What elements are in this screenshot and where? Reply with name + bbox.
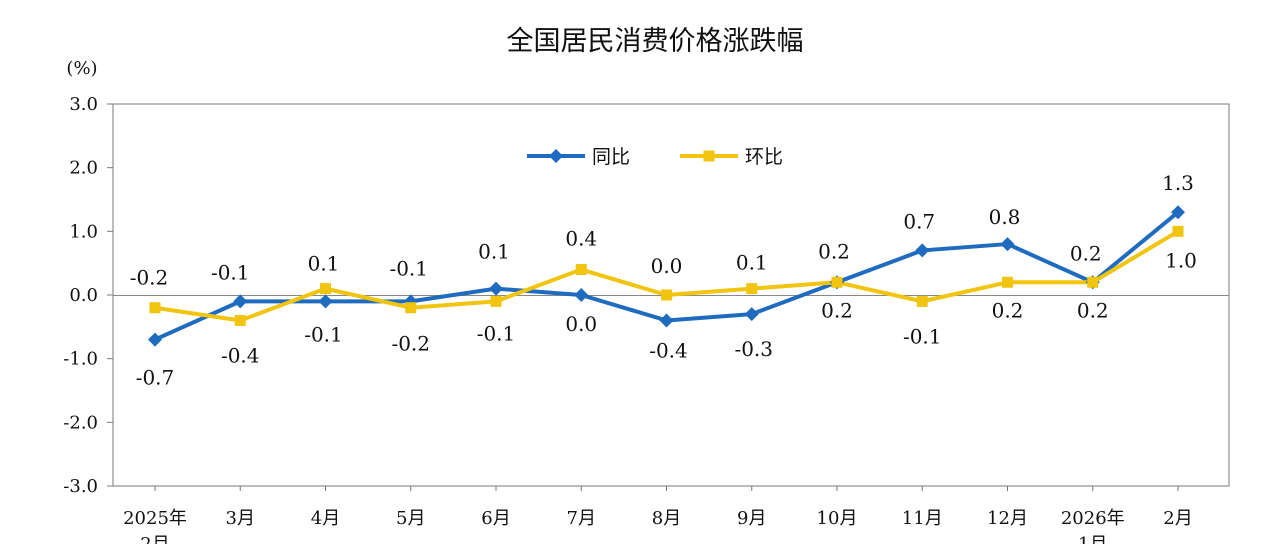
x-tick-label: 12月 xyxy=(987,508,1028,529)
x-tick-label: 2月 xyxy=(1163,508,1192,529)
point-marker xyxy=(490,295,502,307)
y-tick-label: -3.0 xyxy=(63,476,98,497)
point-marker xyxy=(659,313,674,328)
point-marker xyxy=(489,281,503,296)
data-labels: -0.7 -0.1 0.1 -0.1 0.1 0.0 -0.4 -0.3 0.2 0.7 0.8 0.… xyxy=(130,171,1197,389)
x-tick-label: 4月 xyxy=(311,508,340,529)
point-marker xyxy=(1171,205,1185,220)
data-label: 0.2 xyxy=(1070,241,1102,265)
y-tick-label: 1.0 xyxy=(69,221,98,242)
data-label: -0.1 xyxy=(304,323,343,347)
y-tick-label: 3.0 xyxy=(69,94,98,115)
x-tick-label: 9月 xyxy=(737,508,766,529)
point-marker xyxy=(831,276,843,288)
data-label: -0.1 xyxy=(477,321,516,345)
data-label: -0.4 xyxy=(649,338,688,362)
data-label: -0.1 xyxy=(389,256,428,280)
point-marker xyxy=(916,295,928,307)
x-tick-label: 7月 xyxy=(567,508,596,529)
x-tick-label: 6月 xyxy=(481,508,510,529)
legend-label: 环比 xyxy=(745,146,783,168)
data-label: -0.1 xyxy=(211,260,250,284)
point-marker xyxy=(149,302,161,314)
data-label: -0.4 xyxy=(221,343,260,367)
data-label: -0.3 xyxy=(734,337,773,361)
y-tick-label: 2.0 xyxy=(69,158,98,179)
legend-label: 同比 xyxy=(592,146,630,168)
legend: 同比 环比 xyxy=(527,146,783,168)
x-tick-label: 11月 xyxy=(902,508,943,529)
y-tick-label: -1.0 xyxy=(63,349,98,370)
point-marker xyxy=(1087,276,1099,288)
point-marker xyxy=(148,332,162,347)
x-axis-ticks: 2025年 2月 3月 4月 5月 6月 7月 8月 9月 10月 11月 12月 2026年 1月 2月 xyxy=(123,486,1193,544)
x-tick-label: 10月 xyxy=(817,508,858,529)
point-marker xyxy=(574,288,589,302)
point-marker xyxy=(915,243,930,258)
data-label: 0.2 xyxy=(821,298,853,322)
data-label: 0.2 xyxy=(992,298,1024,322)
data-label: 0.0 xyxy=(565,312,597,336)
point-marker xyxy=(1002,276,1013,288)
x-tick-label: 2月 xyxy=(140,534,169,544)
point-marker xyxy=(233,294,248,309)
chart-title: 全国居民消费价格涨跌幅 xyxy=(507,26,804,57)
series-layer xyxy=(148,205,1185,347)
y-axis-ticks: 3.0 2.0 1.0 0.0 -1.0 -2.0 -3.0 xyxy=(63,94,113,497)
data-label: 0.1 xyxy=(308,251,340,275)
point-marker xyxy=(1172,225,1184,237)
data-label: 0.8 xyxy=(989,205,1021,229)
data-label: 0.7 xyxy=(903,209,935,233)
data-label: 0.1 xyxy=(736,251,768,275)
data-label: -0.2 xyxy=(391,332,430,356)
data-label: -0.7 xyxy=(136,366,175,390)
legend-marker xyxy=(703,150,715,162)
data-label: -0.2 xyxy=(130,266,169,290)
data-label: 0.4 xyxy=(565,227,597,251)
y-axis-unit: (%) xyxy=(66,58,97,79)
legend-marker xyxy=(549,149,563,163)
x-tick-label: 3月 xyxy=(226,508,255,529)
point-marker xyxy=(1000,237,1015,252)
point-marker xyxy=(405,302,417,314)
x-tick-label: 2025年 xyxy=(123,508,187,529)
data-label: 0.1 xyxy=(478,240,510,264)
data-label: 1.0 xyxy=(1165,248,1197,272)
point-marker xyxy=(575,264,587,276)
point-marker xyxy=(744,307,759,322)
point-marker xyxy=(318,294,333,309)
point-marker xyxy=(234,314,246,326)
x-tick-label: 1月 xyxy=(1078,534,1107,544)
y-tick-label: 0.0 xyxy=(69,285,98,306)
x-tick-label: 2026年 xyxy=(1061,508,1125,529)
point-marker xyxy=(320,283,331,295)
y-tick-label: -2.0 xyxy=(63,412,98,433)
data-label: -0.1 xyxy=(903,324,942,348)
data-label: 0.0 xyxy=(651,254,683,278)
data-label: 1.3 xyxy=(1162,171,1194,195)
data-label: 0.2 xyxy=(1077,298,1109,322)
point-marker xyxy=(746,283,758,295)
x-tick-label: 5月 xyxy=(396,508,425,529)
data-label: 0.2 xyxy=(818,239,850,263)
x-tick-label: 8月 xyxy=(652,508,681,529)
point-marker xyxy=(661,289,672,301)
